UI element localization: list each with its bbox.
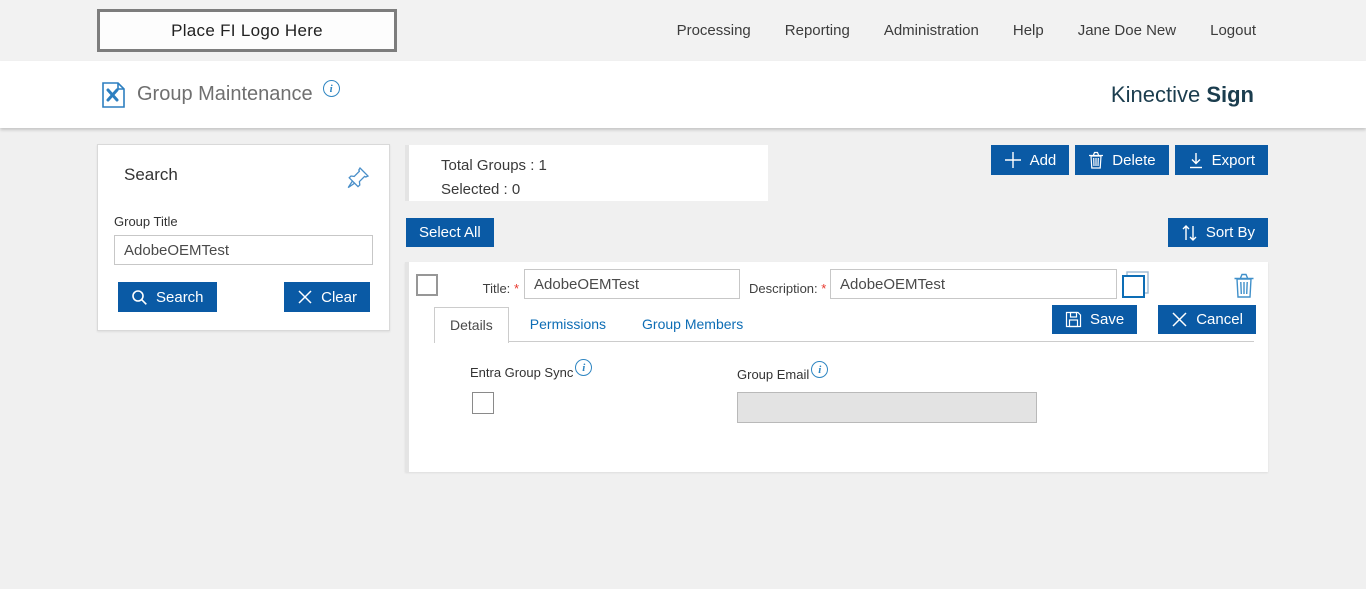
title-required-marker: * [513,281,519,296]
title-label: Title: * [482,281,519,296]
selected-count-text: Selected : 0 [441,181,521,198]
group-summary: Total Groups : 1 Selected : 0 [405,145,768,201]
group-email-info-icon[interactable]: i [811,361,829,378]
clear-button[interactable]: Clear [284,282,370,312]
nav-logout[interactable]: Logout [1210,22,1256,39]
search-panel-title: Search [124,165,178,184]
search-button[interactable]: Search [118,282,217,312]
nav-administration[interactable]: Administration [883,22,979,39]
nav-user-jane-doe-new[interactable]: Jane Doe New [1077,22,1177,39]
group-detail-tabs: Details Permissions Group Members [434,307,764,343]
fi-logo-text: Place FI Logo Here [171,20,323,40]
select-all-label: Select All [419,224,481,241]
save-floppy-icon [1065,311,1082,328]
search-button-label: Search [156,288,204,306]
add-button-label: Add [1029,151,1057,169]
brand-regular: Kinective [1110,81,1201,107]
sort-by-button[interactable]: Sort By [1167,218,1268,247]
row-action-buttons: Save Cancel [1052,305,1256,334]
page-title: Group Maintenance [137,83,313,105]
main-content: Search Group Title Search [0,128,1366,589]
group-actions-toolbar: Add Delete Export [990,145,1268,175]
save-button[interactable]: Save [1052,305,1138,334]
entra-group-sync-info-icon[interactable]: i [575,359,593,376]
cancel-button[interactable]: Cancel [1158,305,1256,334]
description-input[interactable] [830,269,1117,299]
page-info-icon[interactable]: i [322,80,340,97]
delete-button[interactable]: Delete [1075,145,1169,175]
plus-icon [1004,151,1022,169]
clear-button-label: Clear [321,288,357,306]
title-input[interactable] [524,269,740,299]
group-email-input [737,392,1037,423]
select-all-button[interactable]: Select All [406,218,494,247]
total-groups-text: Total Groups : 1 [441,157,547,174]
group-title-label: Group Title [114,214,178,229]
entra-group-sync-label-row: Entra Group Sync i [470,359,593,382]
description-label: Description: * [749,281,827,296]
brand-logo: Kinective Sign [1111,82,1254,108]
trash-icon [1088,151,1104,169]
group-row-checkbox[interactable] [416,274,438,296]
group-email-label-row: Group Email i [737,361,829,384]
download-icon [1188,152,1204,169]
cancel-x-icon [1171,311,1188,328]
description-required-marker: * [821,281,827,296]
export-button[interactable]: Export [1174,145,1268,175]
delete-button-label: Delete [1112,151,1156,169]
pin-icon[interactable] [346,165,371,192]
add-button[interactable]: Add [990,145,1070,175]
nav-help[interactable]: Help [1012,22,1044,39]
tab-divider-line [434,341,1254,342]
search-panel: Search Group Title Search [97,144,390,331]
fi-logo-placeholder: Place FI Logo Here [97,9,397,52]
cancel-button-label: Cancel [1196,311,1243,328]
sort-by-label: Sort By [1205,224,1255,241]
export-button-label: Export [1211,151,1255,169]
top-bar: Place FI Logo Here Processing Reporting … [0,0,1366,61]
brand-bold: Sign [1206,81,1254,107]
group-email-label: Group Email [737,367,810,382]
tab-details[interactable]: Details [434,307,509,343]
tab-permissions[interactable]: Permissions [529,316,607,332]
nav-reporting[interactable]: Reporting [784,22,850,39]
entra-group-sync-checkbox[interactable] [472,392,494,414]
group-title-search-input[interactable] [114,235,373,265]
nav-processing[interactable]: Processing [676,22,751,39]
entra-group-sync-label: Entra Group Sync [470,365,574,380]
save-button-label: Save [1090,311,1125,328]
x-icon [297,289,313,305]
delete-group-row-icon[interactable] [1233,272,1255,299]
group-maintenance-icon [100,81,127,109]
page-header: Group Maintenance i Kinective Sign [0,61,1366,128]
top-nav: Processing Reporting Administration Help… [677,22,1256,39]
group-row-card: Title: * Description: * Details Permissi… [405,262,1268,472]
search-icon [131,289,148,306]
copy-group-icon[interactable] [1120,269,1152,301]
tab-group-members[interactable]: Group Members [642,316,744,332]
sort-arrows-icon [1181,224,1198,242]
